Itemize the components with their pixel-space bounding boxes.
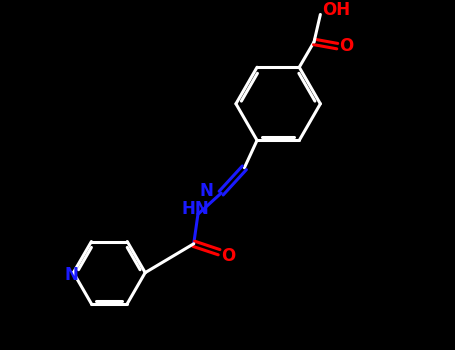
Text: N: N (200, 182, 213, 200)
Text: N: N (65, 266, 78, 284)
Text: O: O (221, 247, 235, 265)
Text: O: O (339, 37, 354, 55)
Text: HN: HN (182, 200, 210, 218)
Text: OH: OH (323, 1, 351, 19)
